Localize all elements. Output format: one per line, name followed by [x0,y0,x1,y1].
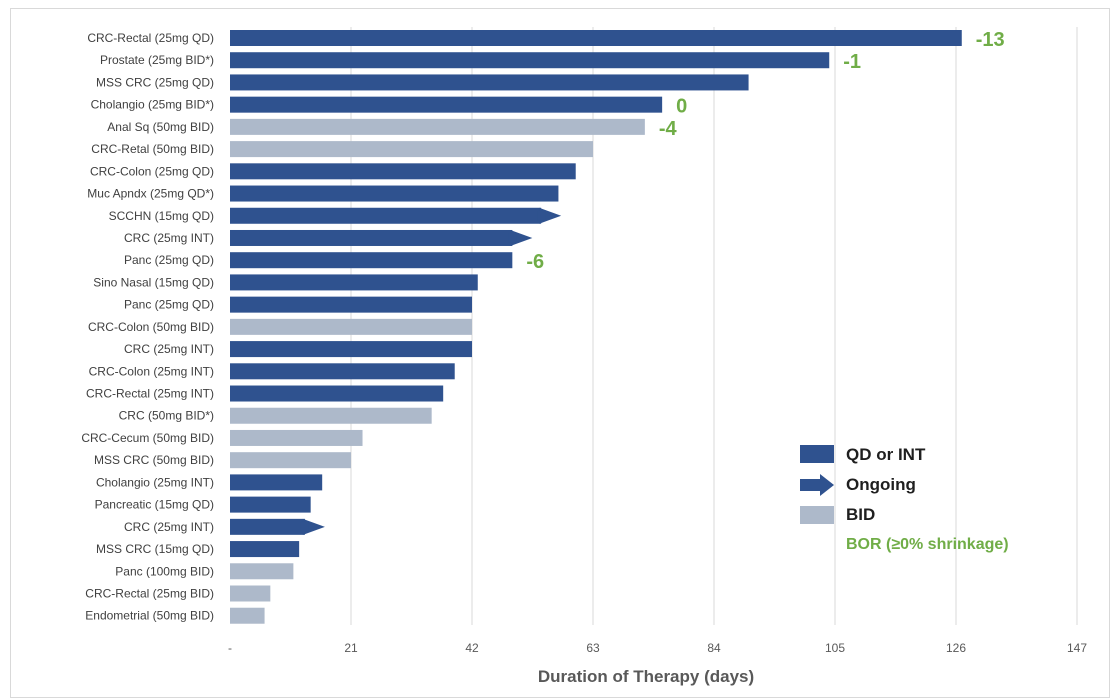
category-label: CRC-Colon (50mg BID) [88,320,214,334]
category-label: Panc (25mg QD) [124,253,214,267]
bor-data-label: -6 [526,251,544,273]
category-labels: CRC-Rectal (25mg QD) Prostate (25mg BID*)… [81,31,214,623]
bar [230,452,351,469]
ongoing-arrow-shaft [508,232,517,243]
category-label: CRC (25mg INT) [124,342,214,356]
category-label: Sino Nasal (15mg QD) [93,275,214,289]
bar [230,363,455,380]
ongoing-arrow-shaft [300,521,309,532]
ongoing-arrow-shaft [537,210,546,221]
bar [230,96,663,113]
category-label: MSS CRC (25mg QD) [96,75,214,89]
category-label: CRC-Rectal (25mg QD) [87,31,214,45]
category-label: CRC-Rectal (25mg INT) [86,387,214,401]
category-label: Pancreatic (15mg QD) [95,498,214,512]
x-tick-label: 84 [707,641,721,655]
x-tick-label: 63 [586,641,600,655]
bar [230,163,576,180]
bar [230,207,542,224]
bar [230,252,513,269]
category-label: CRC-Colon (25mg QD) [90,164,214,178]
bar [230,585,271,602]
legend-swatch-qd-int [800,445,834,463]
bar [230,274,478,291]
bor-data-label: -4 [659,118,678,140]
bar [230,141,593,158]
bar [230,74,749,91]
category-label: CRC (25mg INT) [124,231,214,245]
category-label: Panc (25mg QD) [124,298,214,312]
category-label: CRC-Retal (50mg BID) [91,142,214,156]
category-label: Cholangio (25mg INT) [96,475,214,489]
bar [230,118,645,135]
category-label: CRC (25mg INT) [124,520,214,534]
category-label: Panc (100mg BID) [115,564,214,578]
bar [230,385,444,402]
bor-data-label: -1 [843,51,861,73]
x-tick-labels: - 21 42 63 84 105 126 147 [228,641,1087,655]
bar [230,496,311,513]
category-label: Prostate (25mg BID*) [100,53,214,67]
category-label: CRC-Cecum (50mg BID) [81,431,214,445]
legend-label-qd-int: QD or INT [846,445,926,464]
bar [230,30,962,46]
legend-swatch-bid [800,506,834,524]
bar [230,185,559,202]
category-label: MSS CRC (50mg BID) [94,453,214,467]
bar [230,607,265,624]
x-tick-label: 105 [825,641,845,655]
legend-label-bor: BOR (≥0% shrinkage) [846,536,1009,553]
category-label: SCCHN (15mg QD) [109,209,214,223]
x-tick-label: 21 [344,641,358,655]
bar [230,474,323,491]
legend-label-ongoing: Ongoing [846,475,916,494]
bar [230,52,830,69]
bar [230,296,472,313]
x-axis-label: Duration of Therapy (days) [538,667,754,686]
x-tick-label: 147 [1067,641,1087,655]
bor-data-label: -13 [976,29,1005,51]
bar [230,518,305,535]
x-tick-label: 42 [465,641,479,655]
category-label: Cholangio (25mg BID*) [91,98,214,112]
x-tick-label: - [228,641,232,655]
legend-swatch-ongoing [800,474,834,496]
legend: QD or INT Ongoing BID BOR (≥0% shrinkage… [800,445,1009,553]
bar [230,563,294,580]
bar [230,541,300,558]
category-label: Anal Sq (50mg BID) [107,120,214,134]
bar [230,229,513,246]
category-label: CRC-Rectal (25mg BID) [85,587,214,601]
category-label: MSS CRC (15mg QD) [96,542,214,556]
category-label: Muc Apndx (25mg QD*) [87,187,214,201]
bar [230,429,363,446]
category-label: CRC (50mg BID*) [119,409,214,423]
bar [230,318,472,335]
category-label: Endometrial (50mg BID) [85,609,214,623]
bar [230,341,472,358]
bars: -13 -1 0-4 -6 [230,29,1005,624]
x-tick-label: 126 [946,641,966,655]
bar [230,407,432,424]
bor-data-label: 0 [676,96,687,118]
legend-label-bid: BID [846,505,875,524]
category-label: CRC-Colon (25mg INT) [89,364,214,378]
